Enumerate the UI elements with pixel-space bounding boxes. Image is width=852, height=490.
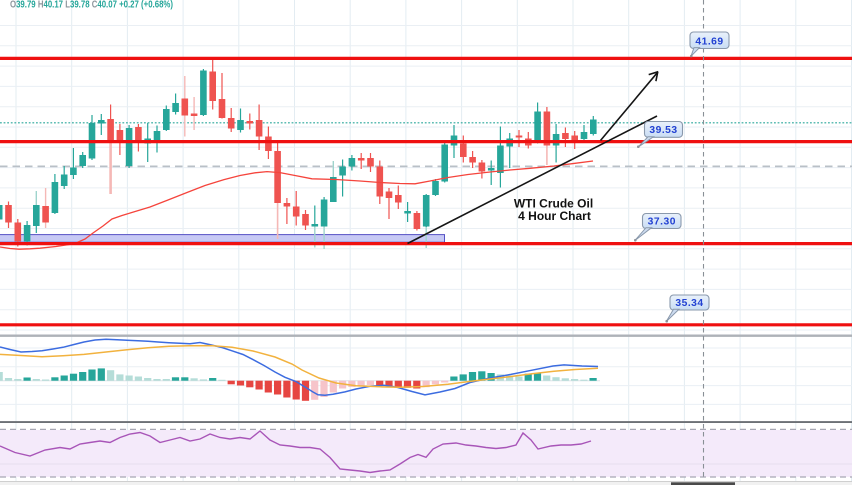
svg-text:35.34: 35.34: [675, 298, 703, 309]
svg-text:39.53: 39.53: [649, 125, 677, 136]
svg-text:O39.79 H40.17 L39.78 C40.07 +0: O39.79 H40.17 L39.78 C40.07 +0.27 (+0.68…: [10, 0, 173, 10]
svg-text:37.30: 37.30: [648, 216, 676, 227]
svg-text:4 Hour Chart: 4 Hour Chart: [518, 209, 591, 223]
svg-text:41.69: 41.69: [695, 36, 723, 47]
svg-text:WTI Crude Oil: WTI Crude Oil: [514, 197, 593, 211]
